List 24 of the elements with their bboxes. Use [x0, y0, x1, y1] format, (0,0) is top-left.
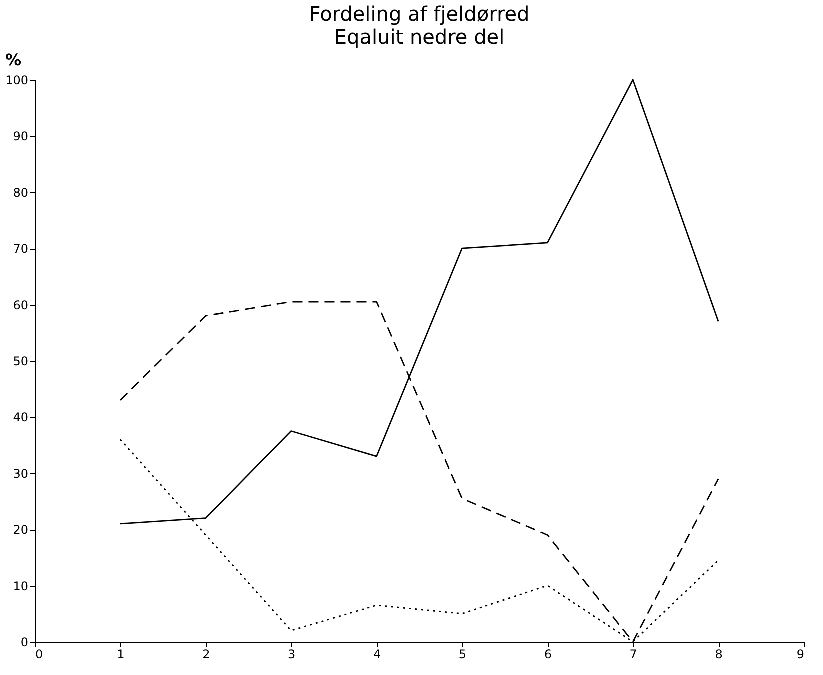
- x-tick-label: 9: [796, 648, 804, 662]
- y-axis-title: %: [6, 50, 22, 70]
- x-tick-label: 4: [373, 648, 382, 662]
- x-tick-label: 8: [715, 648, 723, 662]
- y-tick-label: 90: [13, 130, 28, 144]
- y-tick-label: 60: [13, 298, 28, 312]
- y-tick-label: 70: [13, 242, 28, 256]
- y-tick-label: 10: [13, 579, 28, 594]
- x-tick-label: 5: [458, 648, 467, 662]
- chart-title: Fordeling af fjeldørred: [309, 2, 530, 26]
- x-tick-label: 6: [544, 648, 552, 662]
- x-tick-label: 7: [630, 648, 638, 662]
- x-tick-label: 0: [36, 648, 44, 662]
- y-tick-label: 100: [6, 74, 28, 88]
- y-tick-label: 0: [20, 636, 28, 650]
- y-tick-label: 50: [13, 354, 28, 368]
- y-tick-label: 30: [13, 466, 28, 481]
- y-tick-label: 20: [13, 523, 28, 538]
- x-tick-label: 1: [117, 648, 125, 662]
- chart-subtitle: Eqaluit nedre del: [334, 25, 505, 49]
- x-tick-label: 2: [202, 648, 210, 662]
- y-tick-label: 40: [13, 410, 28, 425]
- x-tick-label: 3: [288, 648, 296, 662]
- y-tick-label: 80: [13, 186, 28, 200]
